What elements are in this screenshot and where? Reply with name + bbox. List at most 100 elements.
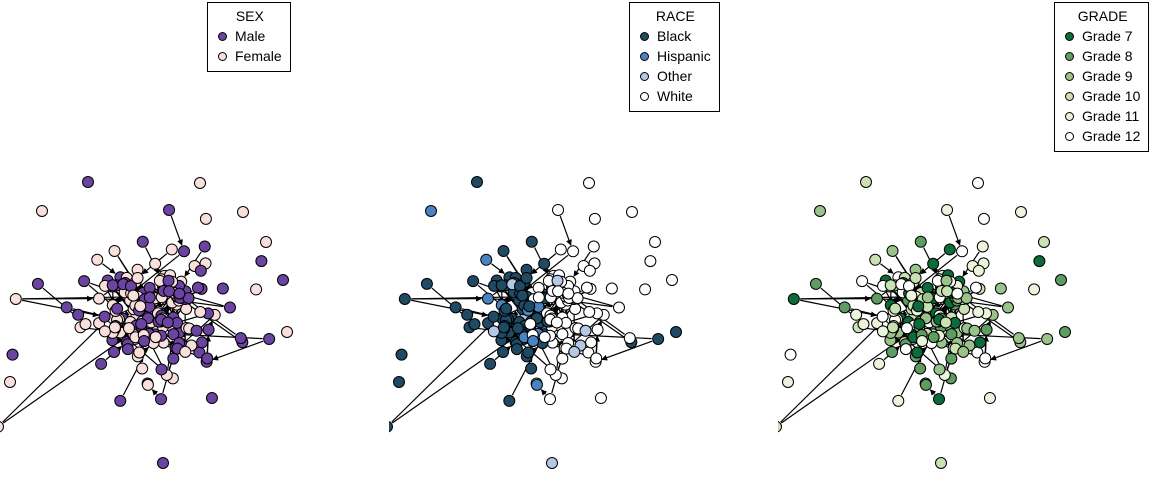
node-race-white — [623, 332, 636, 345]
legend-title: SEX — [235, 8, 264, 24]
node-race-black — [395, 348, 408, 361]
node-race-white — [590, 352, 603, 365]
node-grade-12 — [900, 322, 913, 335]
node-race-white — [554, 243, 567, 256]
edge — [568, 331, 652, 340]
edge — [990, 340, 1042, 361]
node-race-black — [670, 326, 682, 338]
node-race-black — [471, 176, 483, 188]
node-race-white — [588, 212, 601, 225]
node-female — [133, 346, 146, 359]
node-race-hispanic — [480, 253, 493, 266]
node-male — [223, 301, 236, 314]
node-male — [263, 332, 276, 345]
edge — [780, 334, 908, 424]
node-race-white — [666, 274, 678, 286]
node-male — [161, 316, 174, 329]
node-grade-7 — [943, 243, 956, 256]
node-race-white — [612, 301, 625, 314]
node-race-hispanic — [425, 205, 437, 217]
node-female — [149, 331, 162, 344]
node-race-white — [524, 317, 537, 330]
node-grade-10 — [935, 457, 947, 469]
node-race-white — [594, 392, 607, 405]
node-race-other — [487, 325, 500, 338]
legend-label: Male — [235, 28, 266, 44]
node-grade-11 — [983, 392, 996, 405]
node-grade-10 — [939, 316, 952, 329]
legend-item-grade-7: Grade 7 — [1065, 26, 1140, 46]
node-grade-11 — [905, 289, 918, 302]
node-race-black — [497, 345, 510, 358]
node-grade-8 — [886, 345, 899, 358]
node-male — [201, 352, 214, 365]
node-male — [163, 203, 176, 216]
node-race-other — [579, 324, 592, 337]
node-grade-10 — [909, 271, 922, 284]
nodes — [778, 176, 1071, 469]
node-grade-11 — [1028, 283, 1041, 296]
node-grade-9 — [1001, 301, 1014, 314]
node-male — [106, 279, 119, 292]
node-race-black — [520, 271, 533, 284]
node-grade-10 — [778, 421, 782, 433]
edge — [151, 389, 159, 396]
node-race-white — [605, 282, 618, 295]
node-race-black — [467, 275, 480, 288]
node-female — [91, 253, 104, 266]
legend-title: GRADE — [1077, 8, 1128, 24]
node-grade-11 — [892, 394, 905, 407]
legend-item-grade-10: Grade 10 — [1065, 86, 1140, 106]
node-male — [234, 332, 247, 345]
edge — [135, 254, 180, 290]
legend-label: Black — [657, 28, 692, 44]
legend-label: Female — [235, 48, 282, 64]
legend-swatch — [1065, 91, 1074, 101]
legend-swatch — [640, 51, 649, 61]
node-grade-9 — [1012, 332, 1025, 345]
node-race-white — [580, 281, 593, 294]
node-race-black — [525, 362, 538, 375]
node-grade-7 — [933, 393, 946, 406]
legend-swatch — [1065, 71, 1074, 81]
node-race-white — [552, 203, 565, 216]
node-race-black — [393, 376, 405, 388]
node-grade-7 — [913, 317, 926, 330]
node-race-white — [649, 236, 661, 248]
legend-label: Grade 11 — [1082, 108, 1140, 124]
node-female — [141, 378, 154, 391]
node-female — [92, 292, 105, 305]
node-grade-11 — [1015, 206, 1027, 218]
node-grade-8 — [838, 301, 851, 314]
node-female — [260, 236, 272, 248]
legend-title: RACE — [655, 8, 695, 24]
legend-label: White — [657, 88, 693, 104]
node-male — [191, 281, 204, 294]
node-race-black — [511, 322, 524, 335]
node-race-hispanic — [527, 335, 540, 348]
node-grade-10 — [869, 253, 882, 266]
node-male — [155, 363, 168, 376]
node-race-white — [556, 328, 569, 341]
node-female — [108, 321, 121, 334]
node-male — [82, 176, 94, 188]
edge — [880, 263, 894, 274]
legend-label: Grade 12 — [1082, 128, 1141, 144]
node-male — [216, 282, 229, 295]
node-race-black — [495, 279, 508, 292]
edge — [780, 315, 890, 423]
node-grade-7 — [912, 300, 925, 313]
legend-swatch — [640, 31, 649, 41]
node-grade-9 — [1041, 332, 1054, 345]
edge — [593, 335, 600, 356]
node-grade-12 — [956, 245, 969, 258]
node-grade-8 — [1055, 274, 1067, 286]
panel-grade: GRADE Grade 7 Grade 8 Grade 9 Grade 10 G… — [778, 0, 1167, 478]
node-race-other — [546, 457, 558, 469]
node-race-white — [532, 291, 545, 304]
node-race-white — [644, 255, 657, 268]
node-grade-12 — [969, 281, 982, 294]
node-race-black — [420, 277, 433, 290]
node-grade-10 — [860, 176, 872, 188]
node-female — [149, 257, 162, 270]
